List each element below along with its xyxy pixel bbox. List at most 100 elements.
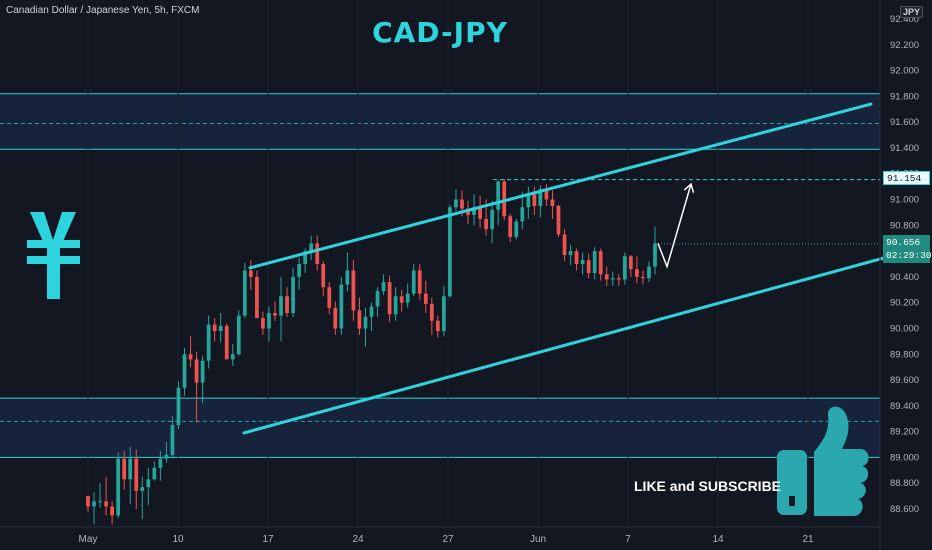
candle-down [399,289,404,312]
candle-up [218,313,223,343]
candle-body [435,320,440,332]
candle-up [490,200,495,244]
candle-body [538,189,543,206]
symbol-label: Canadian Dollar / Japanese Yen, 5h, FXCM [6,5,200,16]
candle-body [242,270,247,316]
candle-up [230,343,235,366]
candle-down [532,186,537,215]
candle-body [104,501,108,507]
candle-down [423,280,428,313]
candle-body [248,270,253,277]
candle-down [212,318,217,342]
candle-body [411,270,416,294]
y-tick-label: 90.200 [890,298,919,309]
candle-body [315,243,320,264]
candle-body [339,284,344,329]
candle-down [478,195,482,228]
candle-down [248,260,253,290]
candle-down [556,204,561,237]
candle-down [285,287,289,317]
candle-body [429,303,434,321]
candle-body [128,458,133,480]
candle-body [92,501,96,507]
candle-body [182,354,187,388]
candle-up [369,302,374,332]
candle-up [442,285,446,337]
zones-layer [0,93,880,458]
y-tick-label: 89.200 [890,427,919,438]
candle-body [622,256,627,280]
thumbs-up-icon [777,406,869,516]
candle-body [586,260,591,274]
candle-body [351,270,356,311]
candle-up [393,287,398,321]
candle-down [224,323,229,360]
candle-down [357,297,362,335]
candle-body [399,296,404,303]
candle-body [641,276,645,279]
candle-down [194,351,199,423]
candle-up [98,483,102,508]
candle-body [629,256,633,270]
candle-body [393,296,398,315]
candle-up [236,310,241,356]
candle-up [448,204,452,298]
candle-body [303,251,308,264]
candle-body [164,454,169,459]
candle-body [146,479,151,488]
candle-body [218,325,223,332]
candle-up [200,355,205,404]
candle-body [170,425,175,455]
x-tick-label: May [79,534,98,545]
candle-body [598,251,603,275]
x-tick-label: 27 [442,534,454,545]
candle-body [496,181,501,210]
candle-body [562,234,567,255]
x-tick-label: 24 [352,534,364,545]
candle-up [580,252,585,275]
candle-body [116,458,121,516]
candle-down [188,336,193,368]
candle-up [454,189,458,212]
candle-body [134,458,139,491]
candle-body [176,387,181,426]
candle-down [104,476,108,516]
candles-layer [86,178,657,525]
last-price-tag: 90.656 02:29:30 [883,235,932,263]
candle-up [568,244,573,266]
candle-up [267,306,271,342]
candle-body [635,269,639,277]
candle-body [520,207,525,222]
candle-body [357,310,362,329]
candle-body [502,181,507,217]
candle-body [616,278,621,280]
candle-body [610,278,615,280]
candle-down [435,315,440,338]
y-tick-label: 88.800 [890,478,919,489]
candle-up [526,186,531,219]
candle-up [309,235,314,261]
candle-body [574,251,579,264]
candle-body [255,276,259,319]
candle-body [333,307,338,329]
currency-badge[interactable]: JPY [900,6,924,18]
y-tick-label: 89.000 [890,452,919,463]
candle-down [544,184,549,206]
candle-up [592,247,597,280]
candle-body [442,296,446,332]
candle-body [206,324,211,361]
candle-body [514,221,519,237]
candle-up [182,347,187,396]
candle-down [429,297,434,335]
candle-up [279,276,283,342]
candle-down [327,282,332,315]
candle-body [375,291,380,307]
last-price-value: 90.656 [886,237,921,248]
candle-body [647,266,651,279]
x-tick-label: 7 [625,534,631,545]
candle-body [532,194,537,206]
candle-body [580,260,585,264]
candle-up [116,452,121,519]
